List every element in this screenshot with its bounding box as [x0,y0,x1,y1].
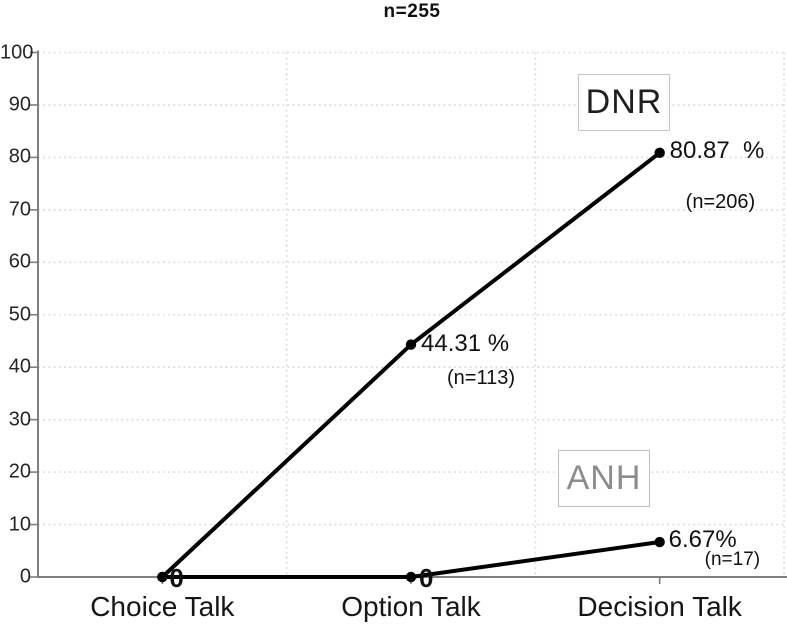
y-axis-tick-label: 50 [8,303,31,326]
point-value-label: 0 [419,563,434,593]
series-line-anh [160,540,662,579]
y-axis-tick-label: 60 [8,250,31,273]
data-point-anh [405,571,417,583]
point-value-label: 0 [169,563,184,593]
data-point-anh [157,571,168,583]
point-value-label: 6.67% [668,526,737,554]
data-point-dnr [654,147,665,159]
x-axis-category-label: Option Talk [341,591,481,622]
chart-title: n=255 [383,1,441,22]
x-axis-category-label: Choice Talk [90,591,235,622]
x-axis-category-label: Decision Talk [577,591,742,622]
y-axis-tick-label: 80 [8,145,31,168]
y-axis-tick-label: 100 [0,41,34,63]
point-count-label: (n=17) [704,549,761,571]
y-axis-tick-label: 90 [8,93,31,116]
point-count-label: (n=206) [685,190,756,213]
anh-series-label-box: ANH [558,450,650,507]
series-line-dnr [160,150,662,579]
y-axis-tick-label: 10 [8,513,31,536]
point-value-label: 80.87 % [669,136,765,164]
y-axis-tick-label: 70 [8,198,31,221]
y-axis-tick-label: 40 [8,355,31,378]
dnr-series-label-box: DNR [578,74,670,131]
anh-series-label: ANH [566,459,642,497]
point-count-label: (n=113) [447,366,516,389]
point-value-label: 44.31 % [421,329,510,357]
y-axis-tick-label: 0 [19,565,31,588]
y-axis-tick-label: 20 [8,460,31,483]
y-axis-tick-label: 30 [8,408,31,431]
data-point-dnr [405,339,417,350]
dnr-series-label: DNR [585,83,663,121]
data-point-anh [654,536,665,548]
